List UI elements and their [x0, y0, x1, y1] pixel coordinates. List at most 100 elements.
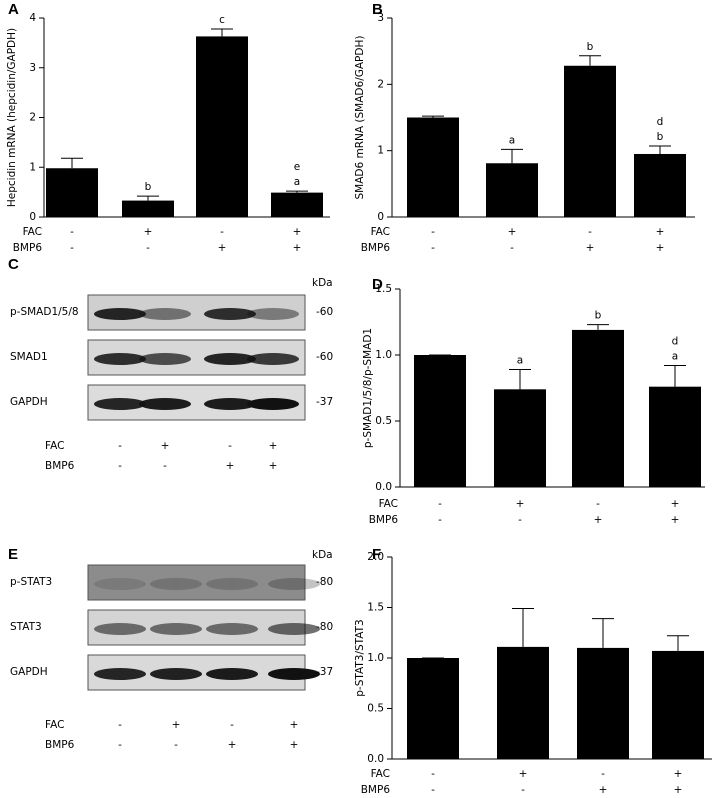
condition-name: FAC	[379, 498, 398, 510]
condition-sign: +	[599, 784, 608, 796]
condition-sign: +	[671, 498, 680, 510]
condition-sign: -	[438, 498, 442, 510]
condition-sign: +	[226, 460, 235, 472]
y-tick-label: 0.5	[367, 703, 384, 715]
row-label: STAT3	[10, 621, 42, 633]
panel-label: E	[8, 546, 18, 563]
condition-sign: +	[586, 242, 595, 254]
band	[94, 623, 146, 635]
condition-sign: -	[118, 739, 122, 751]
condition-sign: +	[172, 719, 181, 731]
condition-name: BMP6	[45, 739, 75, 751]
y-tick-label: 1	[29, 161, 36, 173]
band	[268, 668, 320, 680]
y-tick-label: 3	[377, 12, 384, 24]
condition-sign: +	[671, 514, 680, 526]
significance-letter: b	[657, 131, 664, 143]
condition-sign: -	[431, 242, 435, 254]
band	[150, 668, 202, 680]
bar	[486, 163, 538, 217]
condition-sign: +	[674, 784, 683, 796]
panel-label: C	[8, 256, 19, 273]
band	[247, 353, 299, 365]
band	[206, 623, 258, 635]
bar	[271, 192, 323, 217]
significance-letter: a	[294, 176, 300, 188]
bar	[577, 647, 629, 759]
band	[94, 308, 146, 320]
condition-sign: +	[674, 768, 683, 780]
condition-sign: -	[518, 514, 522, 526]
condition-sign: -	[431, 226, 435, 238]
bar	[407, 117, 459, 217]
bar	[414, 355, 466, 487]
band	[94, 668, 146, 680]
band	[247, 308, 299, 320]
band	[94, 578, 146, 590]
mw-marker: -80	[316, 576, 333, 588]
condition-sign: -	[70, 242, 74, 254]
condition-sign: -	[431, 784, 435, 796]
significance-letter: e	[294, 161, 300, 173]
condition-sign: -	[174, 739, 178, 751]
y-tick-label: 4	[29, 12, 36, 24]
unit-label: kDa	[312, 277, 333, 289]
y-axis-label: SMAD6 mRNA (SMAD6/GAPDH)	[354, 36, 366, 200]
bar	[196, 36, 248, 217]
condition-sign: -	[118, 719, 122, 731]
condition-sign: +	[144, 226, 153, 238]
row-label: SMAD1	[10, 351, 48, 363]
y-tick-label: 1	[377, 145, 384, 157]
bar	[46, 168, 98, 217]
bar	[407, 658, 459, 759]
band	[150, 578, 202, 590]
condition-sign: +	[290, 739, 299, 751]
condition-sign: -	[118, 460, 122, 472]
significance-letter: d	[672, 336, 679, 348]
y-tick-label: 1.5	[367, 602, 384, 614]
condition-sign: +	[516, 498, 525, 510]
panel-label: F	[372, 546, 381, 563]
y-tick-label: 0.5	[375, 415, 392, 427]
y-tick-label: 0	[377, 211, 384, 223]
y-tick-label: 0.0	[375, 481, 392, 493]
mw-marker: -37	[316, 666, 333, 678]
y-tick-label: 1.5	[375, 283, 392, 295]
significance-letter: d	[657, 116, 664, 128]
condition-name: BMP6	[13, 242, 43, 254]
mw-marker: -80	[316, 621, 333, 633]
band	[247, 398, 299, 410]
condition-sign: +	[508, 226, 517, 238]
condition-sign: -	[163, 460, 167, 472]
condition-name: FAC	[371, 768, 390, 780]
y-tick-label: 0	[29, 211, 36, 223]
row-label: GAPDH	[10, 396, 48, 408]
condition-sign: -	[146, 242, 150, 254]
condition-sign: -	[431, 768, 435, 780]
condition-sign: +	[656, 242, 665, 254]
band	[206, 578, 258, 590]
y-tick-label: 2	[29, 112, 36, 124]
significance-letter: b	[587, 41, 594, 53]
condition-name: FAC	[371, 226, 390, 238]
condition-name: FAC	[45, 440, 64, 452]
significance-letter: b	[145, 181, 152, 193]
band	[139, 398, 191, 410]
band	[94, 353, 146, 365]
band	[150, 623, 202, 635]
y-tick-label: 3	[29, 62, 36, 74]
y-axis-label: p-SMAD1/5/8/p-SMAD1	[362, 328, 374, 448]
band	[204, 353, 256, 365]
band	[206, 668, 258, 680]
mw-marker: -60	[316, 351, 333, 363]
condition-sign: +	[594, 514, 603, 526]
condition-sign: -	[601, 768, 605, 780]
y-tick-label: 2	[377, 78, 384, 90]
condition-sign: -	[588, 226, 592, 238]
condition-name: BMP6	[45, 460, 75, 472]
condition-name: FAC	[23, 226, 42, 238]
significance-letter: c	[219, 14, 225, 26]
condition-sign: +	[269, 460, 278, 472]
band	[94, 398, 146, 410]
